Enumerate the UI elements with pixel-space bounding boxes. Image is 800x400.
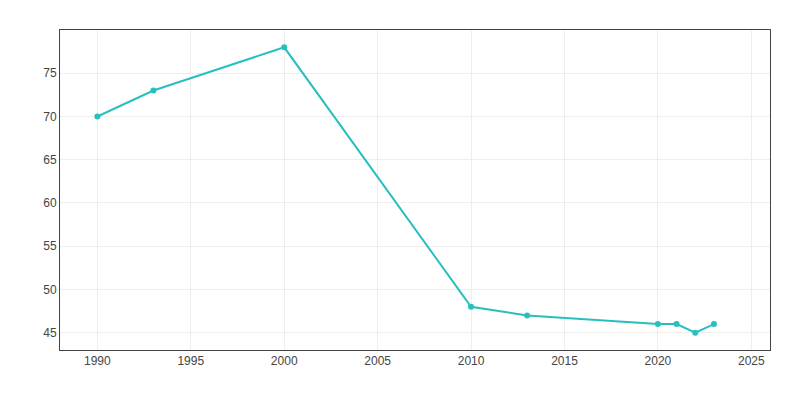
svg-text:1990: 1990 xyxy=(84,354,111,368)
svg-text:1995: 1995 xyxy=(177,354,204,368)
svg-text:55: 55 xyxy=(43,239,57,253)
svg-text:2025: 2025 xyxy=(738,354,765,368)
svg-text:60: 60 xyxy=(43,196,57,210)
svg-text:2005: 2005 xyxy=(364,354,391,368)
svg-text:2000: 2000 xyxy=(271,354,298,368)
svg-text:2010: 2010 xyxy=(458,354,485,368)
svg-text:2015: 2015 xyxy=(551,354,578,368)
svg-text:45: 45 xyxy=(43,326,57,340)
svg-text:70: 70 xyxy=(43,110,57,124)
svg-text:75: 75 xyxy=(43,66,57,80)
svg-text:65: 65 xyxy=(43,153,57,167)
svg-text:2020: 2020 xyxy=(645,354,672,368)
svg-text:50: 50 xyxy=(43,283,57,297)
